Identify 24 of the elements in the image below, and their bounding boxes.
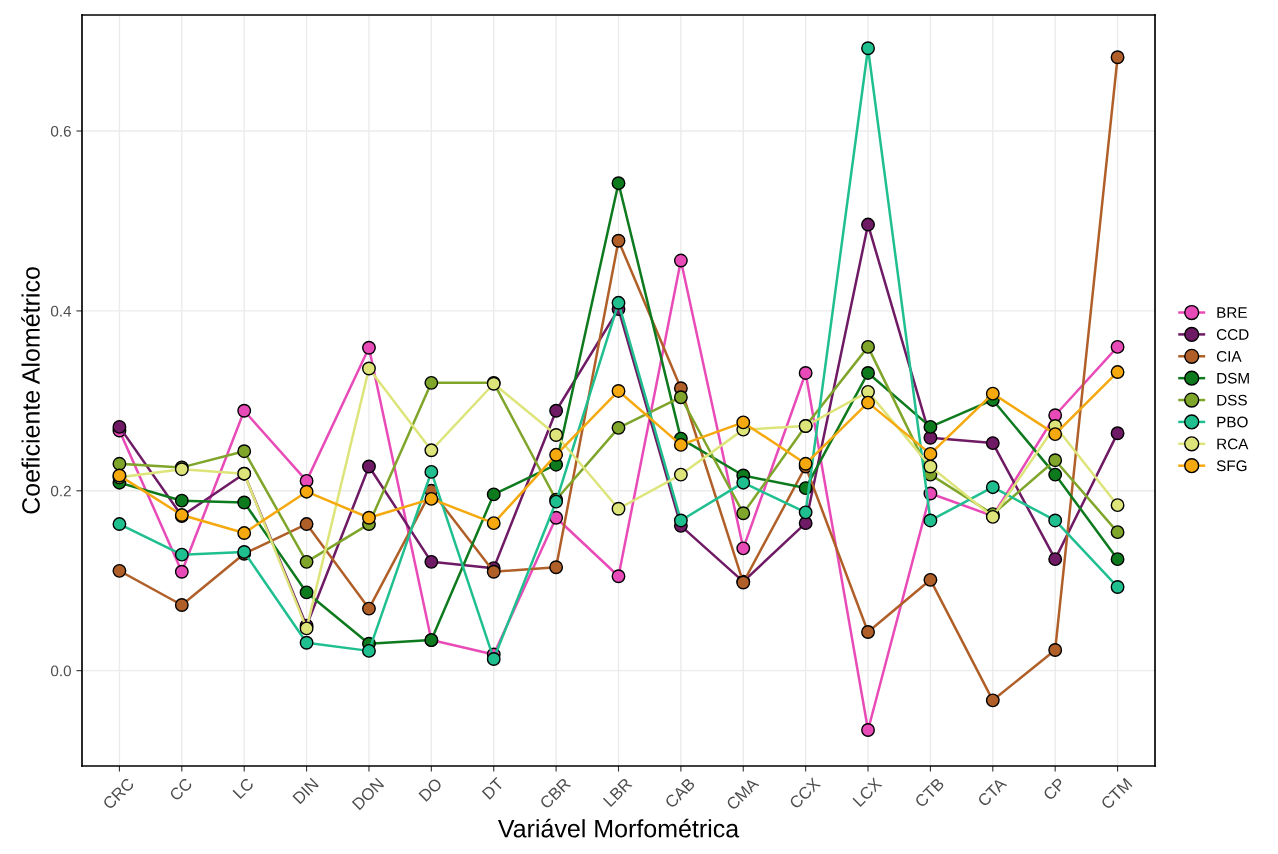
- y-tick-label: 0.2: [50, 485, 71, 497]
- x-axis-title: Variável Morfométrica: [497, 818, 740, 838]
- legend-label: BRE: [1217, 307, 1247, 318]
- legend-label: CCD: [1216, 329, 1249, 340]
- x-tick-label: DIN: [292, 777, 319, 805]
- legend-label: PBO: [1217, 416, 1248, 428]
- x-tick-label: DT: [481, 777, 505, 800]
- legend-label: DSS: [1217, 394, 1247, 406]
- x-tick-label: LBR: [602, 777, 633, 807]
- y-tick-label: 0.4: [50, 305, 72, 317]
- x-tick-label: DO: [418, 777, 443, 802]
- x-tick-label: CC: [168, 777, 194, 802]
- y-tick-label: 0.6: [50, 125, 71, 137]
- x-tick-label: CP: [1042, 777, 1066, 801]
- y-axis-title: Coeficiente Alométrico: [21, 267, 40, 514]
- y-tick-label: 0.0: [50, 665, 71, 677]
- x-tick-label: CAB: [664, 777, 696, 809]
- legend-label: SFG: [1216, 460, 1247, 472]
- x-tick-label: LC: [232, 777, 255, 800]
- x-tick-label: CTB: [914, 777, 945, 809]
- legend-label: DSM: [1217, 372, 1249, 384]
- legend-label: CIA: [1216, 350, 1242, 362]
- legend-label: RCA: [1217, 438, 1249, 450]
- x-tick-label: CTA: [976, 776, 1008, 808]
